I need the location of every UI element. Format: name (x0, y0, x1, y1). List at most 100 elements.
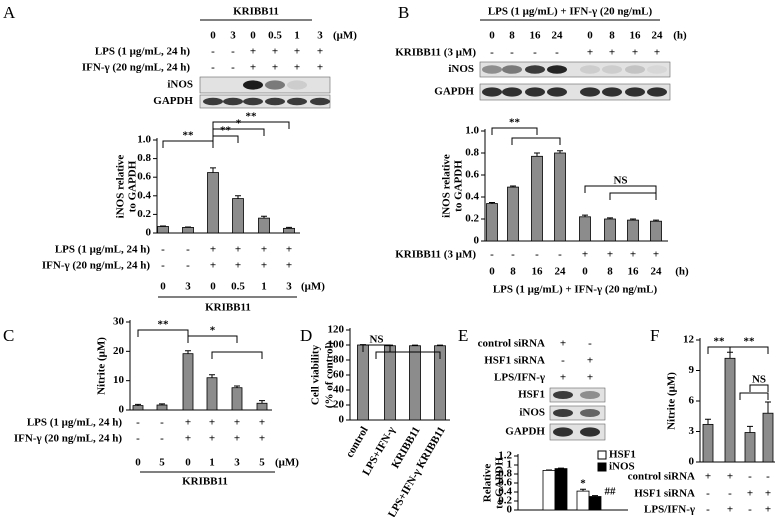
unit-label: (h) (675, 266, 689, 278)
condition-label: control siRNA (478, 338, 545, 350)
error-bar (607, 217, 613, 219)
x-tick-label: 0 (210, 281, 216, 293)
error-bar (135, 403, 141, 406)
condition-cell: + (234, 417, 240, 429)
condition-cell: - (535, 249, 539, 261)
bar (182, 227, 194, 234)
condition-label: HSF1 siRNA (634, 488, 695, 500)
y-tick-label: 0 (119, 404, 125, 416)
x-tick-label: 1 (261, 281, 267, 293)
condition-cell: + (209, 417, 215, 429)
error-bar (580, 488, 586, 492)
significance-bracket (375, 351, 441, 359)
y-tick-label: 20 (333, 399, 345, 411)
condition-cell: + (235, 244, 241, 256)
y-tick-label: 40 (333, 384, 345, 396)
y-axis-label: iNOS relative (441, 154, 453, 218)
significance-label: NS (369, 334, 383, 346)
condition-cell: - (558, 249, 562, 261)
blot-band (647, 65, 667, 74)
y-axis-label: to GAPDH (494, 457, 506, 509)
blot-band (547, 65, 567, 74)
x-tick-label: 0 (489, 266, 495, 278)
y-tick-label: 1 (507, 459, 513, 471)
significance-bracket (491, 127, 538, 135)
error-bar (765, 401, 771, 414)
error-bar (747, 425, 753, 433)
error-bar (209, 374, 215, 378)
error-bar (159, 403, 165, 406)
condition-cell: + (210, 244, 216, 256)
blot-label: GAPDH (505, 426, 545, 438)
condition-cell: - (766, 471, 770, 483)
condition-cell: + (560, 338, 566, 350)
bar (604, 218, 616, 242)
condition-cell: - (231, 46, 235, 58)
condition-cell: + (185, 433, 191, 445)
blot-label: HSF1 (518, 389, 545, 401)
significance-bracket (187, 335, 238, 343)
bar (554, 152, 566, 242)
bar (156, 404, 168, 411)
legend-swatch (597, 450, 607, 460)
blot-lane-label: 3 (230, 30, 236, 42)
bar (231, 387, 243, 411)
condition-cell: - (231, 62, 235, 74)
blot-band (580, 427, 600, 437)
error-bar (653, 219, 659, 222)
y-tick-label: 6 (689, 395, 695, 407)
y-axis-label: to GAPDH (453, 160, 465, 212)
condition-cell: - (588, 338, 592, 350)
significance-label: * (236, 118, 242, 130)
x-tick-label: 0 (160, 281, 166, 293)
bar (258, 217, 270, 234)
legend-swatch (597, 462, 607, 472)
condition-cell: + (286, 244, 292, 256)
significance-bracket (511, 137, 561, 145)
bar (409, 345, 421, 421)
error-bar (582, 214, 588, 217)
condition-label: LPS/IFN-γ (644, 504, 695, 516)
blot-band (525, 65, 545, 74)
panel-letter: C (3, 326, 14, 345)
significance-bracket (749, 384, 769, 392)
x-tick-label: 8 (607, 266, 613, 278)
significance-bracket (162, 140, 214, 148)
condition-cell: - (161, 260, 165, 272)
y-axis-label: (% of control) (324, 341, 336, 408)
significance-bracket (212, 135, 239, 143)
blot-lane-label: 0 (250, 30, 256, 42)
condition-label: LPS (1 μg/mL, 24 h) (27, 417, 122, 429)
condition-cell: + (705, 471, 711, 483)
condition-cell: - (186, 244, 190, 256)
error-bar (286, 226, 292, 229)
blot-lane-label: 24 (652, 30, 664, 42)
bar (531, 155, 543, 242)
condition-cell: + (609, 47, 615, 59)
x-tick-label: 16 (532, 266, 544, 278)
blot-band (265, 80, 285, 90)
x-tick-label: 0 (582, 266, 588, 278)
y-tick-label: 0.6 (465, 169, 479, 181)
panel-letter: E (458, 326, 468, 345)
blot-band (223, 97, 243, 106)
blot-band (625, 65, 645, 74)
condition-cell: + (582, 249, 588, 261)
y-tick-label: 1.2 (498, 450, 512, 462)
bar (232, 198, 244, 234)
significance-label: * (210, 325, 216, 337)
condition-cell: + (632, 47, 638, 59)
condition-cell: + (587, 47, 593, 59)
significance-label: ** (246, 111, 258, 123)
blot-lane-label: 24 (552, 30, 564, 42)
condition-label: control siRNA (628, 471, 695, 483)
blot-label: iNOS (167, 79, 193, 91)
significance-label: ** (183, 130, 195, 142)
blot-lane-label: 8 (609, 30, 615, 42)
bar (702, 423, 714, 463)
condition-cell: - (160, 433, 164, 445)
condition-cell: + (765, 488, 771, 500)
condition-label: LPS/IFN-γ (494, 372, 545, 384)
blot-band (602, 87, 622, 97)
